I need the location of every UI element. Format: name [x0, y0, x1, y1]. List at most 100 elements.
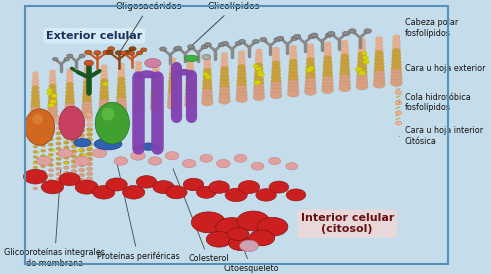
Circle shape: [63, 156, 69, 159]
Circle shape: [270, 92, 282, 99]
Circle shape: [306, 57, 315, 62]
Circle shape: [202, 92, 213, 99]
Circle shape: [395, 91, 402, 95]
Circle shape: [63, 161, 69, 164]
Circle shape: [33, 135, 38, 138]
Circle shape: [31, 100, 40, 105]
Circle shape: [357, 62, 367, 68]
Circle shape: [92, 149, 107, 158]
Circle shape: [307, 47, 314, 52]
Circle shape: [86, 162, 93, 166]
Circle shape: [253, 93, 265, 101]
Circle shape: [48, 184, 54, 187]
Circle shape: [64, 113, 76, 120]
Circle shape: [391, 62, 402, 68]
Circle shape: [58, 149, 73, 158]
Circle shape: [31, 86, 39, 90]
Circle shape: [31, 89, 39, 94]
Circle shape: [66, 75, 73, 79]
Circle shape: [256, 189, 276, 201]
Circle shape: [86, 172, 93, 176]
Circle shape: [228, 236, 252, 250]
Circle shape: [47, 115, 58, 122]
Circle shape: [182, 159, 196, 168]
Circle shape: [289, 62, 298, 68]
Circle shape: [83, 70, 90, 74]
Circle shape: [253, 90, 265, 97]
Circle shape: [305, 81, 316, 88]
Circle shape: [324, 49, 331, 53]
Circle shape: [339, 81, 351, 88]
Circle shape: [148, 157, 162, 165]
Circle shape: [46, 138, 50, 140]
Ellipse shape: [25, 109, 55, 145]
Circle shape: [71, 170, 77, 173]
Circle shape: [169, 75, 177, 80]
Circle shape: [168, 89, 178, 95]
Circle shape: [305, 68, 315, 73]
Circle shape: [168, 85, 178, 91]
Circle shape: [133, 99, 144, 106]
Circle shape: [41, 159, 46, 163]
Circle shape: [99, 96, 109, 102]
Circle shape: [323, 59, 332, 64]
Circle shape: [71, 120, 77, 123]
Ellipse shape: [84, 60, 93, 66]
Circle shape: [128, 52, 135, 55]
Circle shape: [356, 72, 367, 79]
Circle shape: [392, 42, 400, 47]
Circle shape: [79, 158, 85, 162]
Circle shape: [374, 64, 384, 70]
Circle shape: [290, 45, 297, 50]
Circle shape: [324, 56, 332, 61]
Circle shape: [305, 71, 315, 77]
Circle shape: [56, 137, 61, 140]
Circle shape: [134, 96, 144, 102]
Ellipse shape: [145, 59, 161, 68]
Circle shape: [83, 73, 90, 78]
Circle shape: [322, 76, 333, 83]
Circle shape: [71, 115, 77, 118]
Circle shape: [238, 51, 245, 55]
Circle shape: [79, 173, 85, 177]
Circle shape: [56, 178, 61, 181]
Circle shape: [196, 186, 216, 198]
Circle shape: [184, 101, 196, 108]
Circle shape: [41, 118, 46, 121]
Circle shape: [289, 52, 297, 57]
Circle shape: [49, 73, 56, 78]
Circle shape: [86, 167, 93, 171]
Circle shape: [86, 118, 93, 122]
Circle shape: [289, 59, 298, 64]
Circle shape: [185, 90, 195, 97]
Circle shape: [79, 149, 85, 152]
Circle shape: [56, 157, 61, 161]
Circle shape: [82, 94, 92, 100]
Circle shape: [288, 76, 299, 82]
Circle shape: [272, 54, 280, 59]
Circle shape: [99, 99, 109, 106]
Circle shape: [289, 66, 298, 72]
Circle shape: [116, 101, 127, 108]
Circle shape: [168, 78, 177, 84]
Circle shape: [186, 66, 194, 71]
Circle shape: [134, 89, 143, 95]
Circle shape: [150, 104, 162, 112]
Circle shape: [48, 164, 54, 167]
Circle shape: [32, 72, 38, 75]
Circle shape: [339, 74, 350, 81]
Circle shape: [269, 181, 289, 193]
Circle shape: [287, 87, 299, 93]
Circle shape: [56, 132, 61, 135]
Circle shape: [203, 73, 209, 76]
Circle shape: [255, 56, 263, 60]
Circle shape: [131, 151, 145, 160]
Circle shape: [165, 152, 179, 160]
Circle shape: [82, 105, 92, 111]
Text: Cabeza polar
fosfolípidos: Cabeza polar fosfolípidos: [399, 18, 458, 38]
Circle shape: [152, 70, 160, 75]
Circle shape: [135, 72, 142, 76]
Circle shape: [395, 101, 402, 105]
Circle shape: [86, 152, 93, 156]
Circle shape: [395, 81, 402, 85]
